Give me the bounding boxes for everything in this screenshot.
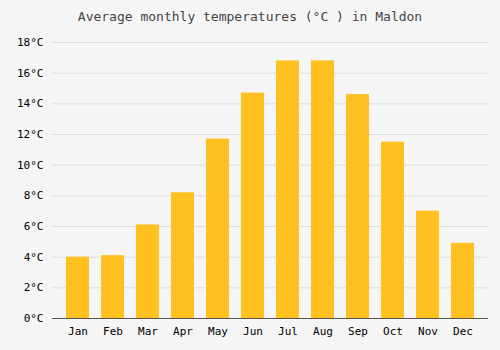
svg-text:6°C: 6°C: [24, 220, 44, 233]
svg-text:14°C: 14°C: [17, 97, 44, 110]
svg-text:8°C: 8°C: [24, 189, 44, 202]
svg-text:4°C: 4°C: [24, 251, 44, 264]
svg-text:Sep: Sep: [348, 325, 368, 338]
svg-text:Jun: Jun: [243, 325, 263, 338]
svg-text:Feb: Feb: [103, 325, 123, 338]
svg-text:Apr: Apr: [173, 325, 193, 338]
svg-text:Oct: Oct: [383, 325, 403, 338]
svg-text:Nov: Nov: [418, 325, 438, 338]
svg-text:Aug: Aug: [313, 325, 333, 338]
svg-text:10°C: 10°C: [17, 159, 44, 172]
svg-text:16°C: 16°C: [17, 67, 44, 80]
html-text:Average monthly temperatures (: Average monthly temperatures (°C ) in Ma…: [77, 9, 423, 24]
svg-text:18°C: 18°C: [17, 36, 44, 49]
svg-text:Dec: Dec: [453, 325, 473, 338]
svg-text:2°C: 2°C: [24, 281, 44, 294]
svg-text:12°C: 12°C: [17, 128, 44, 141]
svg-text:Mar: Mar: [138, 325, 158, 338]
svg-text:0°C: 0°C: [24, 312, 44, 325]
svg-text:Jan: Jan: [68, 325, 88, 338]
svg-text:Jul: Jul: [278, 325, 298, 338]
svg-text:May: May: [208, 325, 228, 338]
